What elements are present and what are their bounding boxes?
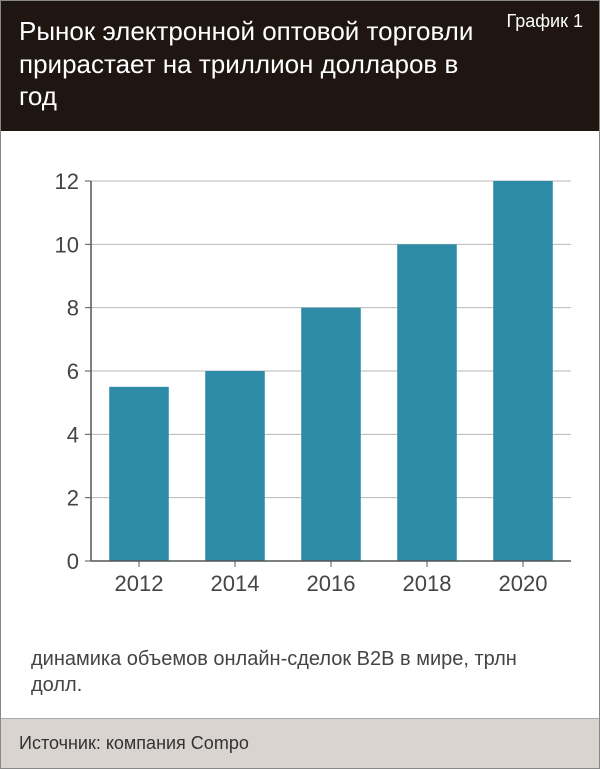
svg-text:2014: 2014 [211, 571, 260, 596]
chart-subtitle: динамика объемов онлайн-сделок B2B в мир… [1, 638, 599, 718]
figure-container: График 1 Рынок электронной оптовой торго… [0, 0, 600, 769]
svg-text:8: 8 [67, 295, 79, 320]
svg-text:12: 12 [55, 171, 79, 194]
svg-text:2016: 2016 [307, 571, 356, 596]
svg-text:2: 2 [67, 485, 79, 510]
chart-source-footer: Источник: компания Compo [1, 718, 599, 768]
svg-text:0: 0 [67, 549, 79, 574]
svg-text:2012: 2012 [115, 571, 164, 596]
bar [301, 307, 361, 560]
bar [205, 371, 265, 561]
chart-header: График 1 Рынок электронной оптовой торго… [1, 1, 599, 131]
chart-plot-area: 0 2 4 6 8 10 12 2012 2014 2016 2018 2020 [1, 131, 599, 639]
chart-title: Рынок электронной оптовой торговли прира… [19, 15, 499, 113]
bar [397, 244, 457, 561]
bar [493, 181, 553, 561]
bar-chart: 0 2 4 6 8 10 12 2012 2014 2016 2018 2020 [31, 171, 581, 611]
svg-text:4: 4 [67, 422, 79, 447]
svg-text:6: 6 [67, 359, 79, 384]
chart-number-badge: График 1 [506, 11, 583, 32]
svg-text:2020: 2020 [499, 571, 548, 596]
svg-text:10: 10 [55, 232, 79, 257]
bar [109, 386, 169, 560]
svg-text:2018: 2018 [403, 571, 452, 596]
